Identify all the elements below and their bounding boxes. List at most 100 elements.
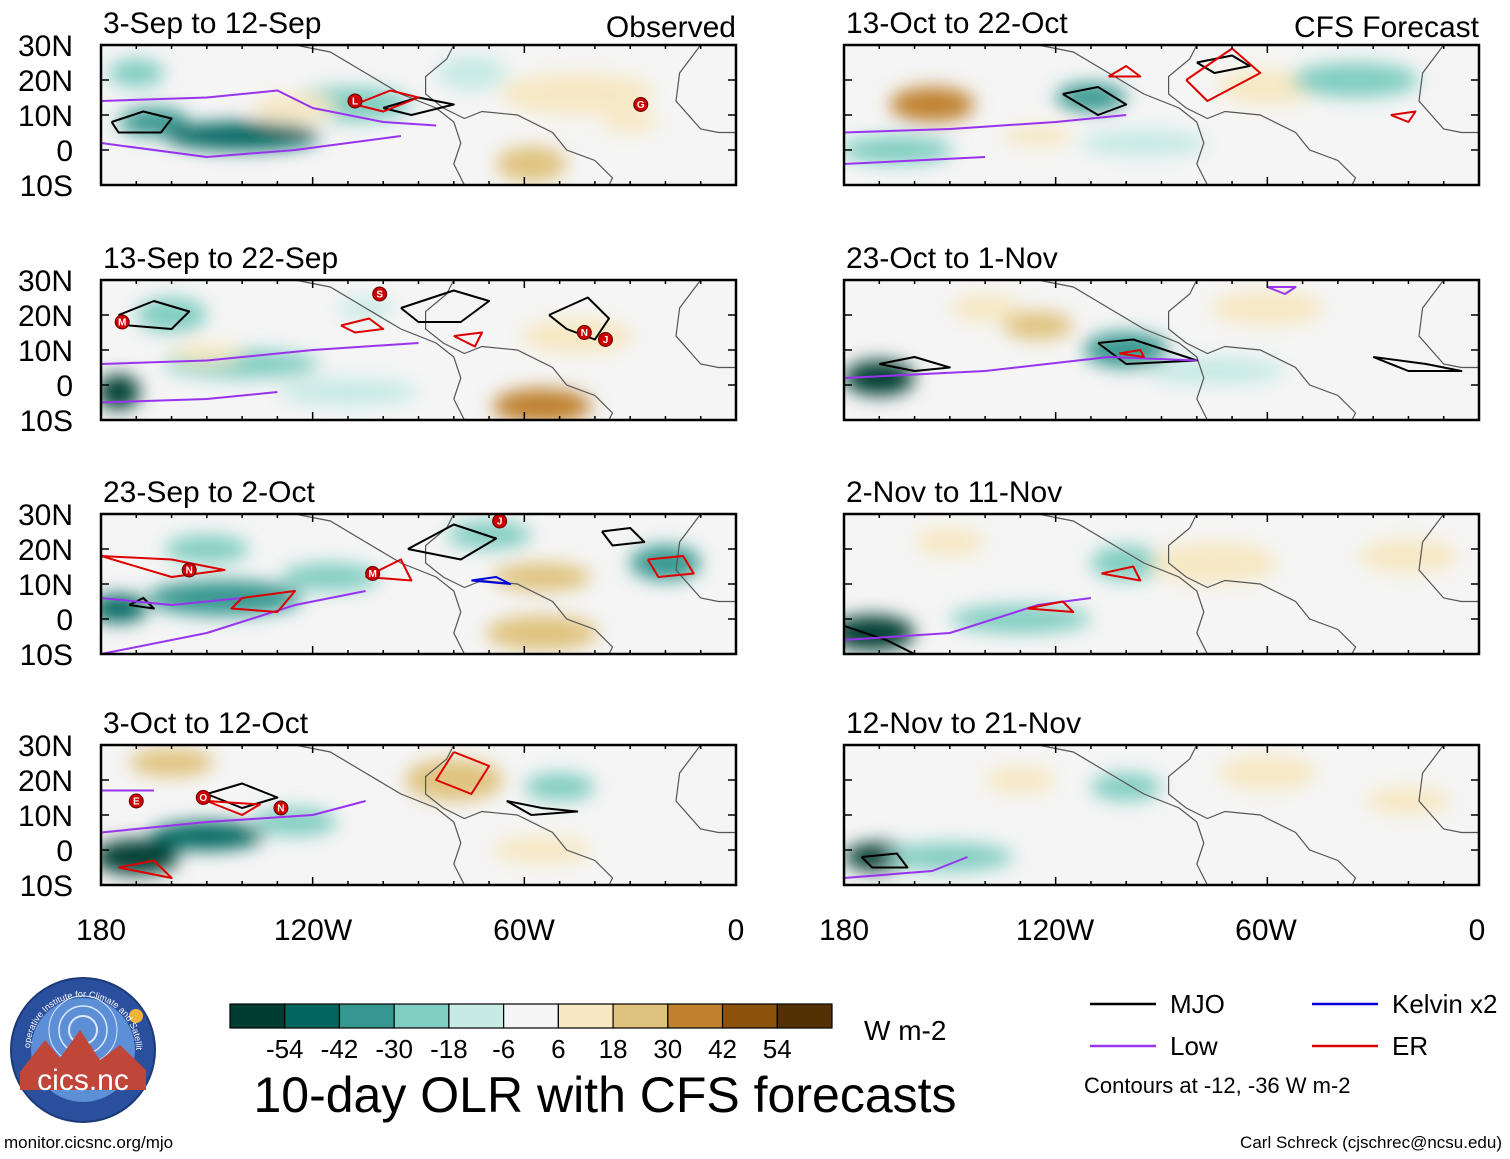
mjo-contour	[1196, 54, 1251, 74]
footer-url: monitor.cicsnc.org/mjo	[4, 1133, 174, 1152]
olr-anomaly	[844, 360, 915, 396]
er-contour	[354, 89, 420, 113]
olr-anomaly	[1210, 290, 1324, 326]
coastline	[1168, 745, 1357, 885]
panel-7: 2-Nov to 11-Nov	[842, 476, 1481, 656]
olr-anomaly	[889, 87, 975, 122]
coastline	[1418, 745, 1479, 834]
olr-anomaly	[1217, 69, 1317, 105]
olr-anomaly	[496, 146, 567, 182]
low-contour	[101, 597, 243, 606]
low-contour	[101, 135, 402, 158]
olr-anomaly	[164, 535, 250, 563]
coastline	[1418, 45, 1479, 134]
olr-anomaly	[914, 528, 986, 556]
olr-anomaly	[1002, 311, 1074, 340]
olr-anomaly	[1002, 125, 1074, 147]
low-contour	[101, 391, 278, 404]
storm-marker: N	[181, 562, 197, 578]
olr-anomaly	[492, 563, 592, 591]
coastline	[1168, 280, 1357, 420]
lat-tick: 30N	[18, 499, 73, 532]
olr-anomaly	[1080, 129, 1208, 157]
olr-anomaly	[1359, 538, 1458, 574]
panel-title: 13-Sep to 22-Sep	[103, 242, 338, 275]
lat-tick: 30N	[18, 30, 73, 63]
storm-letter: J	[603, 335, 609, 346]
storm-letter: L	[352, 97, 358, 108]
coastline	[675, 280, 736, 369]
lat-tick: 30N	[18, 730, 73, 763]
footer-credit: Carl Schreck (cjschrec@ncsu.edu)	[1240, 1133, 1502, 1152]
olr-anomaly	[118, 108, 190, 136]
colorbar-swatch	[338, 1003, 395, 1029]
lat-tick: 10N	[18, 100, 73, 133]
olr-anomaly	[446, 521, 532, 549]
olr-anomaly	[844, 615, 915, 651]
mjo-contour	[407, 523, 498, 561]
coastline	[1037, 745, 1208, 885]
olr-anomaly	[1090, 545, 1162, 581]
lon-tick-120w: 120W	[274, 914, 353, 947]
lat-tick: 10S	[20, 405, 73, 438]
storm-marker: S	[372, 286, 388, 302]
olr-anomaly	[630, 545, 701, 581]
er-contour	[1101, 565, 1142, 582]
coastline	[675, 745, 736, 834]
er-contour	[1108, 65, 1142, 78]
olr-anomaly	[601, 111, 659, 133]
lat-tick: 20N	[18, 534, 73, 567]
lat-tick: 0	[56, 135, 73, 168]
coastline	[425, 745, 614, 885]
storm-marker: N	[273, 800, 289, 816]
panel-title: 23-Oct to 1-Nov	[846, 242, 1058, 275]
panel-title: 12-Nov to 21-Nov	[846, 707, 1081, 740]
colorbar-units: W m-2	[864, 1015, 946, 1046]
colorbar-label: -18	[430, 1034, 468, 1064]
er-contour	[230, 590, 296, 613]
coastline	[425, 280, 614, 420]
er-contour	[1119, 349, 1145, 358]
storm-marker: N	[576, 325, 592, 340]
colorbar-swatch	[721, 1003, 778, 1029]
colorbar-label: 54	[763, 1034, 792, 1064]
colorbar: -54 -42 -30 -18 -6 6 18 30 42 54	[229, 1003, 833, 1064]
colorbar-label: 18	[599, 1034, 628, 1064]
panel-8: 12-Nov to 21-Nov	[842, 707, 1481, 887]
colorbar-swatch	[612, 1003, 669, 1029]
colorbar-swatch	[503, 1003, 559, 1029]
storm-marker: M	[365, 566, 381, 581]
lat-tick: 20N	[18, 300, 73, 333]
colorbar-swatch	[393, 1003, 450, 1029]
storm-letter: N	[277, 804, 284, 815]
colorbar-label: -54	[266, 1034, 304, 1064]
mjo-contour	[400, 289, 491, 323]
legend: MJO Kelvin x2 Low ER	[1090, 989, 1498, 1061]
storm-letter: J	[497, 517, 503, 528]
olr-anomaly	[886, 843, 1014, 871]
low-contour	[844, 156, 986, 165]
olr-anomaly	[492, 388, 592, 420]
storm-letter: O	[199, 793, 207, 804]
coastline	[1168, 514, 1357, 654]
storm-marker: M	[114, 314, 130, 330]
lat-tick: 30N	[18, 265, 73, 298]
low-contour	[101, 800, 366, 834]
coastline	[294, 280, 465, 420]
olr-anomaly	[436, 55, 507, 91]
olr-anomaly	[949, 294, 1021, 322]
lon-tick-180: 180	[819, 914, 869, 947]
storm-marker: G	[633, 97, 649, 112]
olr-anomaly	[1217, 755, 1317, 791]
low-contour	[844, 356, 1197, 379]
lat-tick: 0	[56, 604, 73, 637]
panel-6: 23-Oct to 1-Nov	[842, 242, 1481, 422]
panel-title: 2-Nov to 11-Nov	[846, 476, 1062, 509]
er-contour	[365, 558, 413, 582]
olr-anomaly	[136, 297, 207, 333]
er-contour	[435, 751, 491, 795]
olr-anomaly	[1292, 62, 1420, 98]
storm-letter: N	[186, 566, 193, 577]
